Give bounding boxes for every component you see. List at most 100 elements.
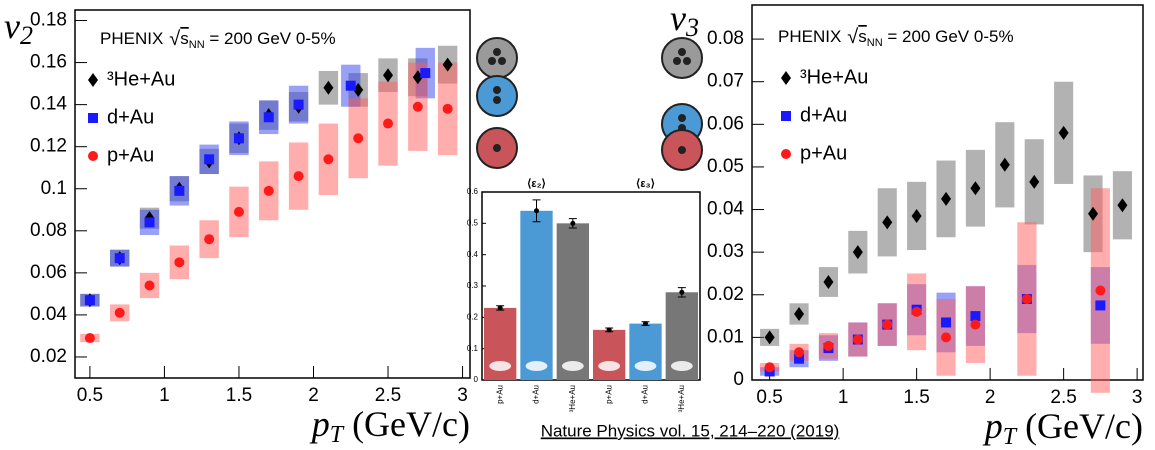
group-label: ⟨ε₂⟩ [527,178,546,190]
marker [383,68,394,83]
bar-point [570,220,576,226]
x-tick-label: 2 [308,385,319,406]
y-label-base: v [4,6,20,46]
bar-point [534,208,539,214]
marker [970,319,981,330]
bar [520,210,553,380]
group-label: ⟨ε₃⟩ [636,178,655,190]
marker [442,57,453,72]
marker [1088,206,1099,221]
nucleus-icons [476,37,703,171]
marker [84,333,95,344]
marker [323,80,334,95]
marker [383,118,394,129]
bar [556,223,589,380]
bar-icon [489,361,512,371]
marker [911,306,922,317]
marker [1058,125,1069,140]
y-tick-label: 0.02 [30,346,67,367]
y-tick-label: 0.6 [467,187,479,196]
marker [233,206,244,217]
marker [764,362,775,373]
y-tick-label: 0.16 [30,52,67,73]
x-tick-label: p+Au [604,385,613,404]
marker [233,133,244,144]
header-experiment: PHENIX [100,29,163,48]
y-tick-label: 0.08 [707,28,744,49]
x-axis-label: pT (GeV/c) [309,404,470,447]
bar-icon [561,361,584,371]
y-axis-label: v2 [4,6,33,50]
marker [823,340,834,351]
y-axis-label: v3 [670,0,699,42]
marker [764,330,775,345]
x-tick-label: p+Au [495,385,504,404]
bar-point [643,321,648,327]
x-tick-label: 0.5 [77,385,103,406]
marker [781,71,791,85]
x-tick-label: ³He+Au [568,385,577,412]
marker [941,191,952,206]
bar-icon [634,361,657,371]
y-tick-label: 0.02 [707,284,744,305]
marker [263,185,274,196]
marker [114,253,125,264]
y-tick-label: 0.4 [467,250,479,259]
marker [970,311,981,322]
bar-point [679,289,685,295]
legend-label: d+Au [800,104,847,126]
marker [263,112,274,123]
x-tick-label: d+Au [641,385,650,404]
marker [323,154,334,165]
y-label-sub: 3 [685,13,699,42]
marker [204,154,215,165]
y-tick-label: 0.14 [30,94,67,115]
y-tick-label: 0.06 [30,262,67,283]
bar-icon [525,361,548,371]
marker [794,347,805,358]
marker [823,274,834,289]
marker [174,185,185,196]
y-tick-label: 0.3 [467,281,479,290]
marker [88,151,98,161]
marker [970,181,981,196]
citation: Nature Physics vol. 15, 214–220 (2019) [541,421,840,440]
plot-frame [74,9,471,379]
x-tick-label: 1.5 [903,387,929,408]
marker [882,319,893,330]
y-tick-label: 0.18 [30,10,67,31]
x-tick-label: 1.5 [226,385,252,406]
x-tick-label: 1 [838,387,849,408]
bar [593,329,626,380]
x-tick-label: ³He+Au [677,385,686,412]
marker [345,80,356,91]
bar-icon [598,361,621,371]
legend-label: ³He+Au [107,68,175,90]
x-tick-label: 0.5 [756,387,782,408]
marker [88,113,98,123]
marker [882,215,893,230]
y-tick-label: 0.03 [707,241,744,262]
y-tick-label: 0.2 [467,312,479,321]
marker [114,307,125,318]
x-label-base: p [309,404,330,444]
legend-label: p+Au [800,142,847,164]
marker [794,306,805,321]
y-tick-label: 0.04 [30,304,67,325]
marker [794,353,805,364]
header-s: s [858,27,867,46]
y-tick-label: 0 [733,369,744,390]
y-tick-label: 0.1 [467,344,479,353]
header-experiment: PHENIX [778,27,841,46]
marker [1117,198,1128,213]
legend-label: d+Au [107,106,154,128]
bar [629,323,662,380]
marker [852,334,863,345]
marker [941,317,952,328]
x-tick-label: 1 [159,385,170,406]
header-rest: = 200 GeV 0-5% [205,29,336,48]
x-label-sub: T [1003,424,1018,450]
x-tick-label: d+Au [532,385,541,404]
x-tick-label: 2.5 [375,385,401,406]
